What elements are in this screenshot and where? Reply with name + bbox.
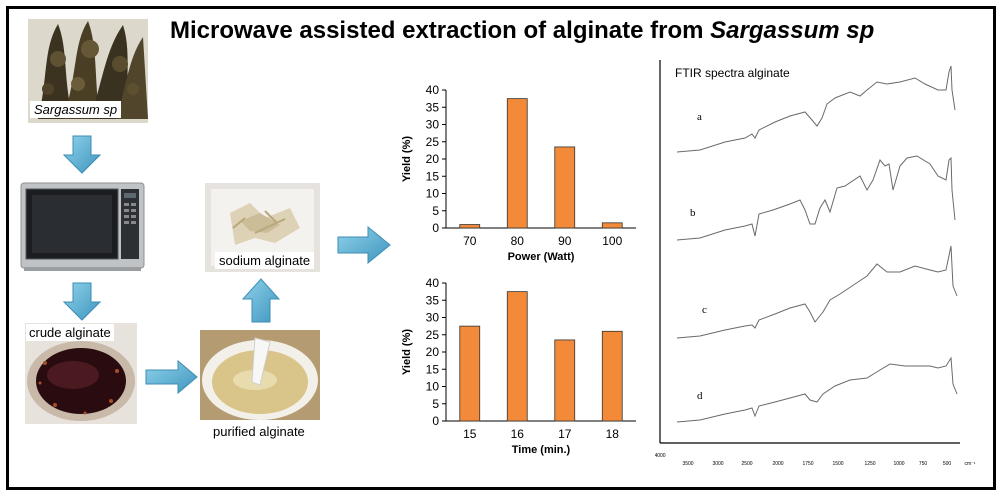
ftir-xtick: 2500 <box>741 461 752 467</box>
purified-alginate-label: purified alginate <box>210 423 308 440</box>
ftir-xtick: 1000 <box>893 461 904 467</box>
y-tick-label: 10 <box>426 380 440 394</box>
bar <box>601 330 623 422</box>
bar <box>506 98 528 229</box>
crude-alginate-label: crude alginate <box>26 324 114 341</box>
y-tick-label: 25 <box>426 328 440 342</box>
ftir-xtick: 3000 <box>712 461 723 467</box>
bar <box>601 222 623 229</box>
ftir-xtick: 4000 <box>655 453 666 459</box>
y-tick-label: 35 <box>426 293 440 307</box>
ftir-trace-a <box>676 65 956 153</box>
x-tick-label: 18 <box>606 427 620 441</box>
figure-frame <box>6 6 996 490</box>
ftir-trace-d <box>676 356 958 423</box>
y-tick-label: 15 <box>426 362 440 376</box>
bar <box>459 224 481 229</box>
bar <box>506 291 528 422</box>
ftir-xtick: 1500 <box>832 461 843 467</box>
y-tick-label: 20 <box>426 345 440 359</box>
x-tick-label: 100 <box>602 234 622 248</box>
ftir-trace-c <box>676 245 958 339</box>
x-tick-label: 15 <box>463 427 477 441</box>
bar <box>459 325 481 422</box>
x-tick-label: 17 <box>558 427 572 441</box>
sargassum-label: Sargassum sp <box>30 101 122 118</box>
purified-alginate-photo <box>200 330 320 420</box>
crude-alginate-image <box>25 323 137 424</box>
microwave-image <box>20 182 145 271</box>
ftir-spectra: FTIR spectra alginate a b c d 4000 3500 … <box>655 60 976 467</box>
ftir-unit: cm⁻¹ <box>965 461 976 467</box>
ftir-label-d: d <box>697 390 703 402</box>
ftir-xtick: 750 <box>919 461 928 467</box>
y-tick-label: 5 <box>432 204 439 218</box>
x-axis-label: Power (Watt) <box>508 251 575 263</box>
ftir-label-b: b <box>690 207 696 219</box>
ftir-label-a: a <box>697 111 702 123</box>
bar <box>554 339 576 422</box>
time-yield-chart: 0 5 10 15 20 25 30 35 40 15 16 17 18 Time (min.) Yield… <box>401 276 636 456</box>
purified-alginate-image <box>200 330 320 420</box>
ftir-xtick: 3500 <box>682 461 693 467</box>
y-tick-label: 0 <box>432 414 439 428</box>
page-title: Microwave assisted extraction of alginat… <box>170 17 875 44</box>
ftir-xtick: 2000 <box>772 461 783 467</box>
ftir-xtick: 1750 <box>802 461 813 467</box>
y-tick-label: 30 <box>426 118 440 132</box>
y-tick-label: 5 <box>432 397 439 411</box>
microwave-photo <box>20 181 145 273</box>
bar <box>554 146 576 229</box>
y-tick-label: 20 <box>426 152 440 166</box>
y-axis-label: Yield (%) <box>401 136 413 182</box>
x-axis-label: Time (min.) <box>512 444 571 456</box>
y-tick-label: 15 <box>426 169 440 183</box>
y-tick-label: 40 <box>426 83 440 97</box>
ftir-xtick: 1250 <box>864 461 875 467</box>
ftir-trace-b <box>676 155 956 241</box>
x-tick-label: 70 <box>463 234 477 248</box>
y-tick-label: 35 <box>426 100 440 114</box>
ftir-label-c: c <box>702 304 707 316</box>
sargassum-image <box>28 19 148 123</box>
sodium-alginate-label: sodium alginate <box>215 252 315 269</box>
x-tick-label: 16 <box>511 427 525 441</box>
y-tick-label: 25 <box>426 135 440 149</box>
y-tick-label: 30 <box>426 311 440 325</box>
y-axis-label: Yield (%) <box>401 329 413 375</box>
ftir-xtick: 500 <box>943 461 952 467</box>
y-tick-label: 40 <box>426 276 440 290</box>
y-tick-label: 10 <box>426 187 440 201</box>
power-yield-chart: 0 5 10 15 20 25 30 35 40 70 80 90 100 Power (Watt) Yie… <box>401 83 636 263</box>
y-tick-label: 0 <box>432 221 439 235</box>
x-tick-label: 80 <box>511 234 525 248</box>
crude-alginate-photo <box>25 323 137 424</box>
x-tick-label: 90 <box>558 234 572 248</box>
ftir-title: FTIR spectra alginate <box>675 66 790 80</box>
